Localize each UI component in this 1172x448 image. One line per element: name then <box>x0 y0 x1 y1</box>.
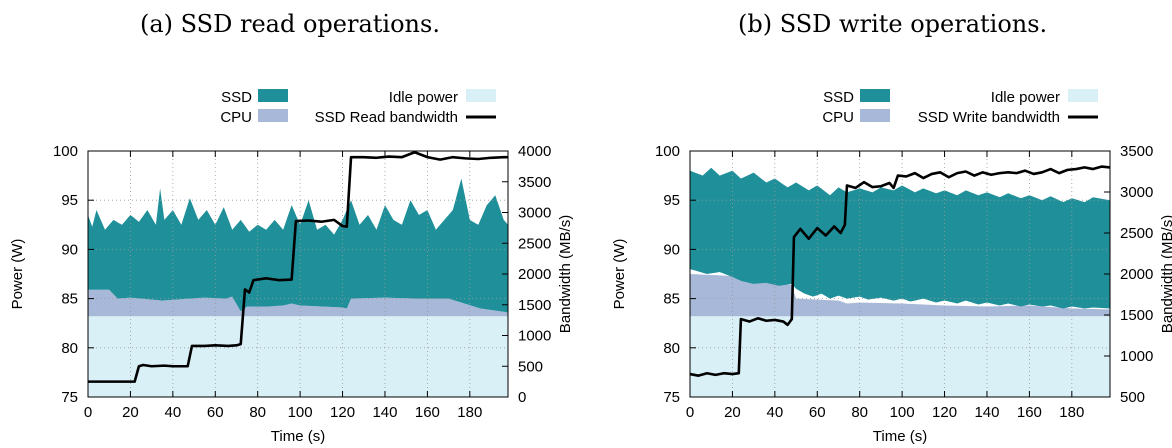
y-tick-label: 85 <box>61 291 78 308</box>
y-tick-label: 90 <box>663 241 680 258</box>
legend-label: CPU <box>220 109 252 126</box>
x-tick-label: 120 <box>932 404 957 421</box>
legend-label: CPU <box>822 109 854 126</box>
cpu-power-area <box>690 274 1110 317</box>
y2-tick-label: 500 <box>1120 389 1145 406</box>
y2-tick-label: 1000 <box>1120 348 1153 365</box>
x-tick-label: 60 <box>809 404 826 421</box>
x-tick-label: 40 <box>767 404 784 421</box>
y2-tick-label: 2500 <box>1120 225 1153 242</box>
y-tick-label: 75 <box>61 389 78 406</box>
x-tick-label: 60 <box>207 404 224 421</box>
legend-swatch-ssd <box>258 89 288 102</box>
y-tick-label: 95 <box>61 192 78 209</box>
y-tick-label: 85 <box>663 291 680 308</box>
y-tick-label: 90 <box>61 241 78 258</box>
y2-tick-label: 2500 <box>518 235 551 252</box>
x-tick-label: 80 <box>851 404 868 421</box>
cpu-power-area <box>88 289 508 317</box>
legend-label: Idle power <box>991 89 1060 106</box>
y-axis-label: Power (W) <box>611 239 628 310</box>
caption-write: (b) SSD write operations. <box>738 10 1048 38</box>
y2-tick-label: 2000 <box>1120 266 1153 283</box>
caption-read: (a) SSD read operations. <box>140 10 440 38</box>
x-axis-label: Time (s) <box>873 428 927 445</box>
legend-swatch-idle <box>466 89 496 102</box>
x-tick-label: 100 <box>890 404 915 421</box>
ssd-power-area <box>88 178 508 313</box>
y2-tick-label: 1500 <box>518 297 551 314</box>
legend-swatch-cpu <box>258 109 288 122</box>
y2-tick-label: 2000 <box>518 266 551 283</box>
legend-swatch-cpu <box>860 109 890 122</box>
y2-tick-label: 3000 <box>1120 184 1153 201</box>
x-tick-label: 100 <box>288 404 313 421</box>
x-tick-label: 140 <box>372 404 397 421</box>
x-axis-label: Time (s) <box>271 428 325 445</box>
legend-label: SSD Read bandwidth <box>315 109 458 126</box>
idle-power-area <box>88 316 508 397</box>
x-tick-label: 40 <box>165 404 182 421</box>
y-axis-label: Power (W) <box>9 239 26 310</box>
x-tick-label: 180 <box>1059 404 1084 421</box>
x-tick-label: 0 <box>84 404 92 421</box>
legend-label: SSD <box>823 89 854 106</box>
y2-tick-label: 500 <box>518 358 543 375</box>
legend-label: SSD <box>221 89 252 106</box>
y2-axis-label: Bandwidth (MB/s) <box>557 215 574 333</box>
chart-ssd-read: 0 20 40 60 80 100 120 140 160 1807580859095100050… <box>9 89 574 445</box>
y-tick-label: 80 <box>61 340 78 357</box>
bandwidth-line <box>689 165 1111 377</box>
y2-tick-label: 1500 <box>1120 307 1153 324</box>
idle-power-area <box>690 316 1110 397</box>
x-tick-label: 140 <box>974 404 999 421</box>
x-tick-label: 80 <box>249 404 266 421</box>
y2-tick-label: 4000 <box>518 143 551 160</box>
y2-tick-label: 3500 <box>518 174 551 191</box>
x-tick-label: 0 <box>686 404 694 421</box>
x-tick-label: 20 <box>122 404 139 421</box>
y-tick-label: 100 <box>655 143 680 160</box>
y-tick-label: 100 <box>53 143 78 160</box>
legend-label: Idle power <box>389 89 458 106</box>
y2-tick-label: 3000 <box>518 205 551 222</box>
y-tick-label: 80 <box>663 340 680 357</box>
x-tick-label: 160 <box>415 404 440 421</box>
legend-label: SSD Write bandwidth <box>918 109 1060 126</box>
y2-tick-label: 3500 <box>1120 143 1153 160</box>
x-tick-label: 120 <box>330 404 355 421</box>
ssd-power-area <box>690 167 1110 309</box>
x-tick-label: 180 <box>457 404 482 421</box>
y2-tick-label: 1000 <box>518 328 551 345</box>
legend-swatch-ssd <box>860 89 890 102</box>
y-tick-label: 75 <box>663 389 680 406</box>
x-tick-label: 20 <box>724 404 741 421</box>
y2-axis-label: Bandwidth (MB/s) <box>1159 215 1172 333</box>
chart-ssd-write: 0 20 40 60 80 100 120 140 160 180 75 80 85 90 95 100 500… <box>611 89 1172 445</box>
legend-swatch-idle <box>1068 89 1098 102</box>
x-tick-label: 160 <box>1017 404 1042 421</box>
y-tick-label: 95 <box>663 192 680 209</box>
y2-tick-label: 0 <box>518 389 526 406</box>
bandwidth-line <box>88 150 508 383</box>
